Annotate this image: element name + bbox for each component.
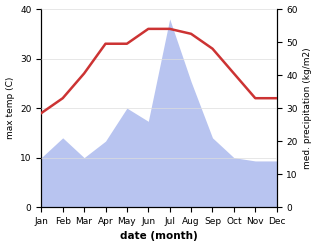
X-axis label: date (month): date (month): [120, 231, 198, 242]
Y-axis label: med. precipitation (kg/m2): med. precipitation (kg/m2): [303, 47, 313, 169]
Y-axis label: max temp (C): max temp (C): [5, 77, 15, 139]
